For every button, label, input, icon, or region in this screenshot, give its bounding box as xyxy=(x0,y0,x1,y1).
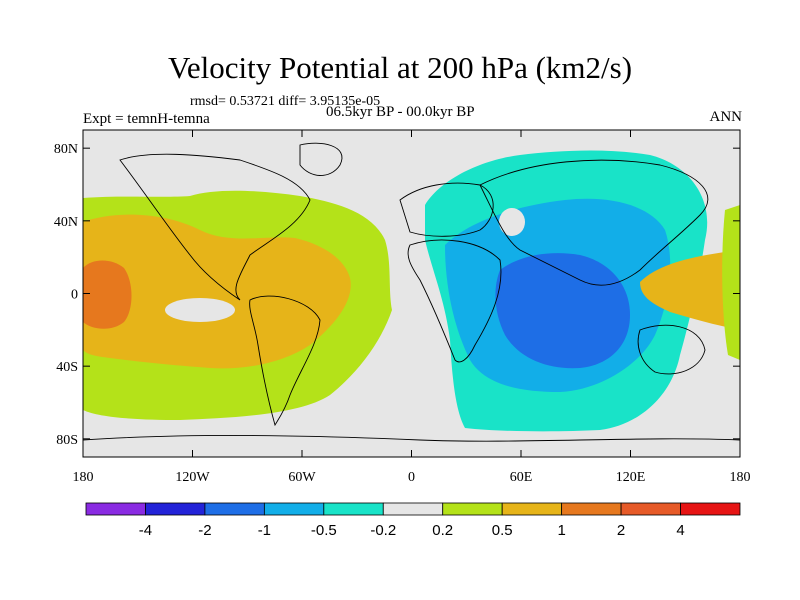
colorbar-level-label: 0.5 xyxy=(492,522,513,539)
colorbar-swatch xyxy=(382,502,444,516)
colorbar-level-label: -1 xyxy=(258,522,271,539)
y-tick-label: 80N xyxy=(54,142,78,157)
rmsd-diff-stats: rmsd= 0.53721 diff= 3.95135e-05 xyxy=(190,94,381,109)
chart-title: Velocity Potential at 200 hPa (km2/s) xyxy=(167,50,633,85)
colorbar-level-label: 1 xyxy=(557,522,565,539)
y-tick-label: 40N xyxy=(54,215,78,230)
region-americas-atlantic-positive xyxy=(83,214,351,369)
region-indian-ocean-min xyxy=(495,253,630,369)
colorbar-swatch xyxy=(620,502,681,516)
colorbar-swatch xyxy=(145,502,206,516)
region-pacific-weak-hole xyxy=(165,298,235,322)
colorbar-swatch xyxy=(85,502,146,516)
coastline-australia xyxy=(637,324,706,375)
x-tick-label: 120E xyxy=(616,470,646,485)
region-dateline-positive-edge xyxy=(722,205,740,360)
axis-ticks: 180 120W 60W 0 60E 120E 180 80N 40N 0 40S 80S xyxy=(54,130,751,485)
coastline-asia xyxy=(479,159,709,286)
time-period-label: 06.5kyr BP - 00.0kyr BP xyxy=(326,104,475,120)
x-tick-label: 180 xyxy=(730,470,751,485)
colorbar-level-label: -0.2 xyxy=(370,522,396,539)
colorbar-swatch xyxy=(204,502,265,516)
region-arctic-weak-hole xyxy=(499,208,525,236)
coastline-africa xyxy=(407,239,502,363)
colorbar-swatch xyxy=(501,502,563,516)
colorbar-swatch xyxy=(561,502,622,516)
coastline-south-america xyxy=(249,295,321,427)
coastline-antarctica xyxy=(83,434,740,442)
coastline-greenland xyxy=(299,142,343,176)
colorbar-swatch xyxy=(442,502,503,516)
coastlines xyxy=(83,142,740,442)
colorbar-swatch xyxy=(680,502,741,516)
coastline-north-america xyxy=(119,153,311,301)
experiment-label: Expt = temnH-temna xyxy=(83,111,210,127)
x-tick-label: 180 xyxy=(73,470,94,485)
y-tick-label: 80S xyxy=(56,433,78,448)
colorbar-level-label: -4 xyxy=(139,522,152,539)
colorbar-level-label: 2 xyxy=(617,522,625,539)
colorbar: -4 -2 -1 -0.5 -0.2 0.2 0.5 1 2 4 xyxy=(85,502,741,539)
colorbar-level-label: 0.2 xyxy=(432,522,453,539)
colorbar-swatch xyxy=(263,502,325,516)
colorbar-level-label: -0.5 xyxy=(311,522,337,539)
colorbar-swatch xyxy=(323,502,384,516)
x-tick-label: 60E xyxy=(510,470,533,485)
x-tick-label: 60W xyxy=(288,470,316,485)
region-central-pacific-max xyxy=(83,260,132,329)
y-tick-label: 0 xyxy=(71,288,78,303)
coastline-europe xyxy=(399,182,494,237)
season-label: ANN xyxy=(709,109,743,125)
region-west-pacific-positive xyxy=(640,250,740,330)
x-tick-label: 0 xyxy=(408,470,415,485)
x-tick-label: 120W xyxy=(175,470,210,485)
colorbar-level-label: 4 xyxy=(676,522,684,539)
contour-fill-layer xyxy=(83,150,740,432)
y-tick-label: 40S xyxy=(56,360,78,375)
colorbar-level-label: -2 xyxy=(198,522,211,539)
